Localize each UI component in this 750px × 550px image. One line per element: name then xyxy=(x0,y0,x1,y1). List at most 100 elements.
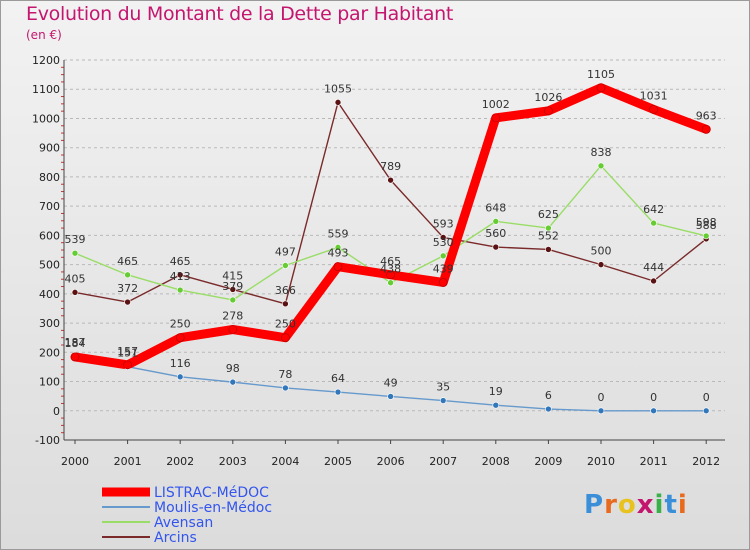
data-label: 465 xyxy=(380,255,401,268)
data-point xyxy=(386,270,395,280)
data-point xyxy=(492,243,500,251)
data-label: 493 xyxy=(328,247,349,260)
logo-letter: i xyxy=(654,490,665,520)
data-label: 151 xyxy=(117,347,138,360)
data-point xyxy=(701,124,711,134)
data-label: 588 xyxy=(696,219,717,232)
y-tick-label: 700 xyxy=(39,200,60,213)
data-label: 184 xyxy=(65,337,86,350)
legend-label: Avensan xyxy=(154,515,213,531)
data-label: 1031 xyxy=(640,89,668,102)
proxiti-logo: Proxiti xyxy=(584,490,688,520)
data-point xyxy=(176,373,184,381)
data-point xyxy=(597,407,605,415)
data-label: 0 xyxy=(703,391,710,404)
data-point xyxy=(229,378,237,386)
data-point xyxy=(439,252,447,260)
data-label: 444 xyxy=(643,261,664,274)
data-label: 530 xyxy=(433,236,454,249)
x-tick-label: 2003 xyxy=(219,455,247,468)
data-label: 379 xyxy=(222,280,243,293)
data-point xyxy=(123,360,132,370)
y-tick-label: 1200 xyxy=(32,54,60,67)
x-tick-label: 2009 xyxy=(534,455,562,468)
logo-letter: P xyxy=(584,490,605,520)
logo-letter: i xyxy=(677,490,688,520)
data-point xyxy=(70,352,80,362)
data-labels: 405 372 465 415 366 1055 789 593 560 552 500 444 588… xyxy=(65,68,717,404)
x-tick-label: 2011 xyxy=(640,455,668,468)
data-label: 648 xyxy=(485,201,506,214)
data-label: 465 xyxy=(117,255,138,268)
x-tick-label: 2004 xyxy=(271,455,299,468)
data-point xyxy=(702,232,710,240)
x-tick-label: 2008 xyxy=(482,455,510,468)
data-label: 35 xyxy=(436,381,450,394)
x-tick-label: 2002 xyxy=(166,455,194,468)
data-point xyxy=(544,106,553,116)
data-point xyxy=(282,262,289,269)
data-label: 465 xyxy=(170,255,191,268)
y-tick-label: 600 xyxy=(39,229,60,242)
data-label: 49 xyxy=(384,376,398,389)
y-tick-label: 800 xyxy=(39,171,60,184)
logo-letter: r xyxy=(604,490,618,520)
data-label: 6 xyxy=(545,389,552,402)
data-label: 64 xyxy=(331,372,345,385)
data-point xyxy=(491,113,501,123)
data-point xyxy=(124,298,131,306)
data-label: 625 xyxy=(538,208,559,221)
data-label: 372 xyxy=(117,282,138,295)
data-label: 598 xyxy=(696,216,717,229)
data-label: 593 xyxy=(433,217,454,230)
legend: LISTRAC-MéDOCMoulis-en-MédocAvensanArcin… xyxy=(102,485,272,546)
x-tick-label: 2000 xyxy=(61,455,89,468)
data-label: 497 xyxy=(275,245,296,258)
data-label: 963 xyxy=(696,109,717,122)
data-point xyxy=(334,388,342,396)
y-tick-label: 200 xyxy=(39,346,60,359)
data-point xyxy=(438,278,448,287)
data-label: 500 xyxy=(591,245,612,258)
data-point xyxy=(650,219,657,227)
x-tick-label: 2012 xyxy=(692,455,720,468)
data-point xyxy=(229,296,237,304)
data-label: 789 xyxy=(380,160,401,173)
data-point xyxy=(439,397,447,404)
logo-letter: x xyxy=(636,490,655,520)
y-tick-label: 400 xyxy=(39,288,60,301)
data-label: 438 xyxy=(380,263,401,276)
data-point xyxy=(650,277,657,285)
data-label: 838 xyxy=(591,146,612,159)
data-label: 250 xyxy=(170,318,191,331)
data-label: 278 xyxy=(222,310,243,323)
data-label: 1002 xyxy=(482,98,510,111)
data-point xyxy=(282,300,289,308)
axes xyxy=(61,60,725,444)
y-tick-label: 300 xyxy=(39,317,60,330)
y-tick-label: 1100 xyxy=(32,83,60,96)
data-point xyxy=(492,401,500,409)
data-label: 405 xyxy=(65,272,86,285)
data-label: 1026 xyxy=(534,91,562,104)
data-point xyxy=(596,83,606,93)
data-point xyxy=(597,162,605,170)
data-point xyxy=(175,333,185,342)
grid-lines xyxy=(64,59,725,441)
data-point xyxy=(333,262,343,271)
data-label: 157 xyxy=(117,345,138,358)
y-tick-label: 1000 xyxy=(32,112,60,125)
data-point xyxy=(281,333,290,342)
x-tick-label: 2006 xyxy=(377,455,405,468)
x-tick-label: 2007 xyxy=(429,455,457,468)
data-label: 19 xyxy=(489,385,503,398)
data-point xyxy=(124,271,131,279)
x-tick-label: 2001 xyxy=(114,455,142,468)
data-label: 187 xyxy=(65,336,86,349)
data-label: 413 xyxy=(170,270,191,283)
data-label: 559 xyxy=(328,227,349,240)
data-point xyxy=(649,105,658,114)
data-label: 415 xyxy=(222,269,243,282)
data-label: 98 xyxy=(226,362,240,375)
